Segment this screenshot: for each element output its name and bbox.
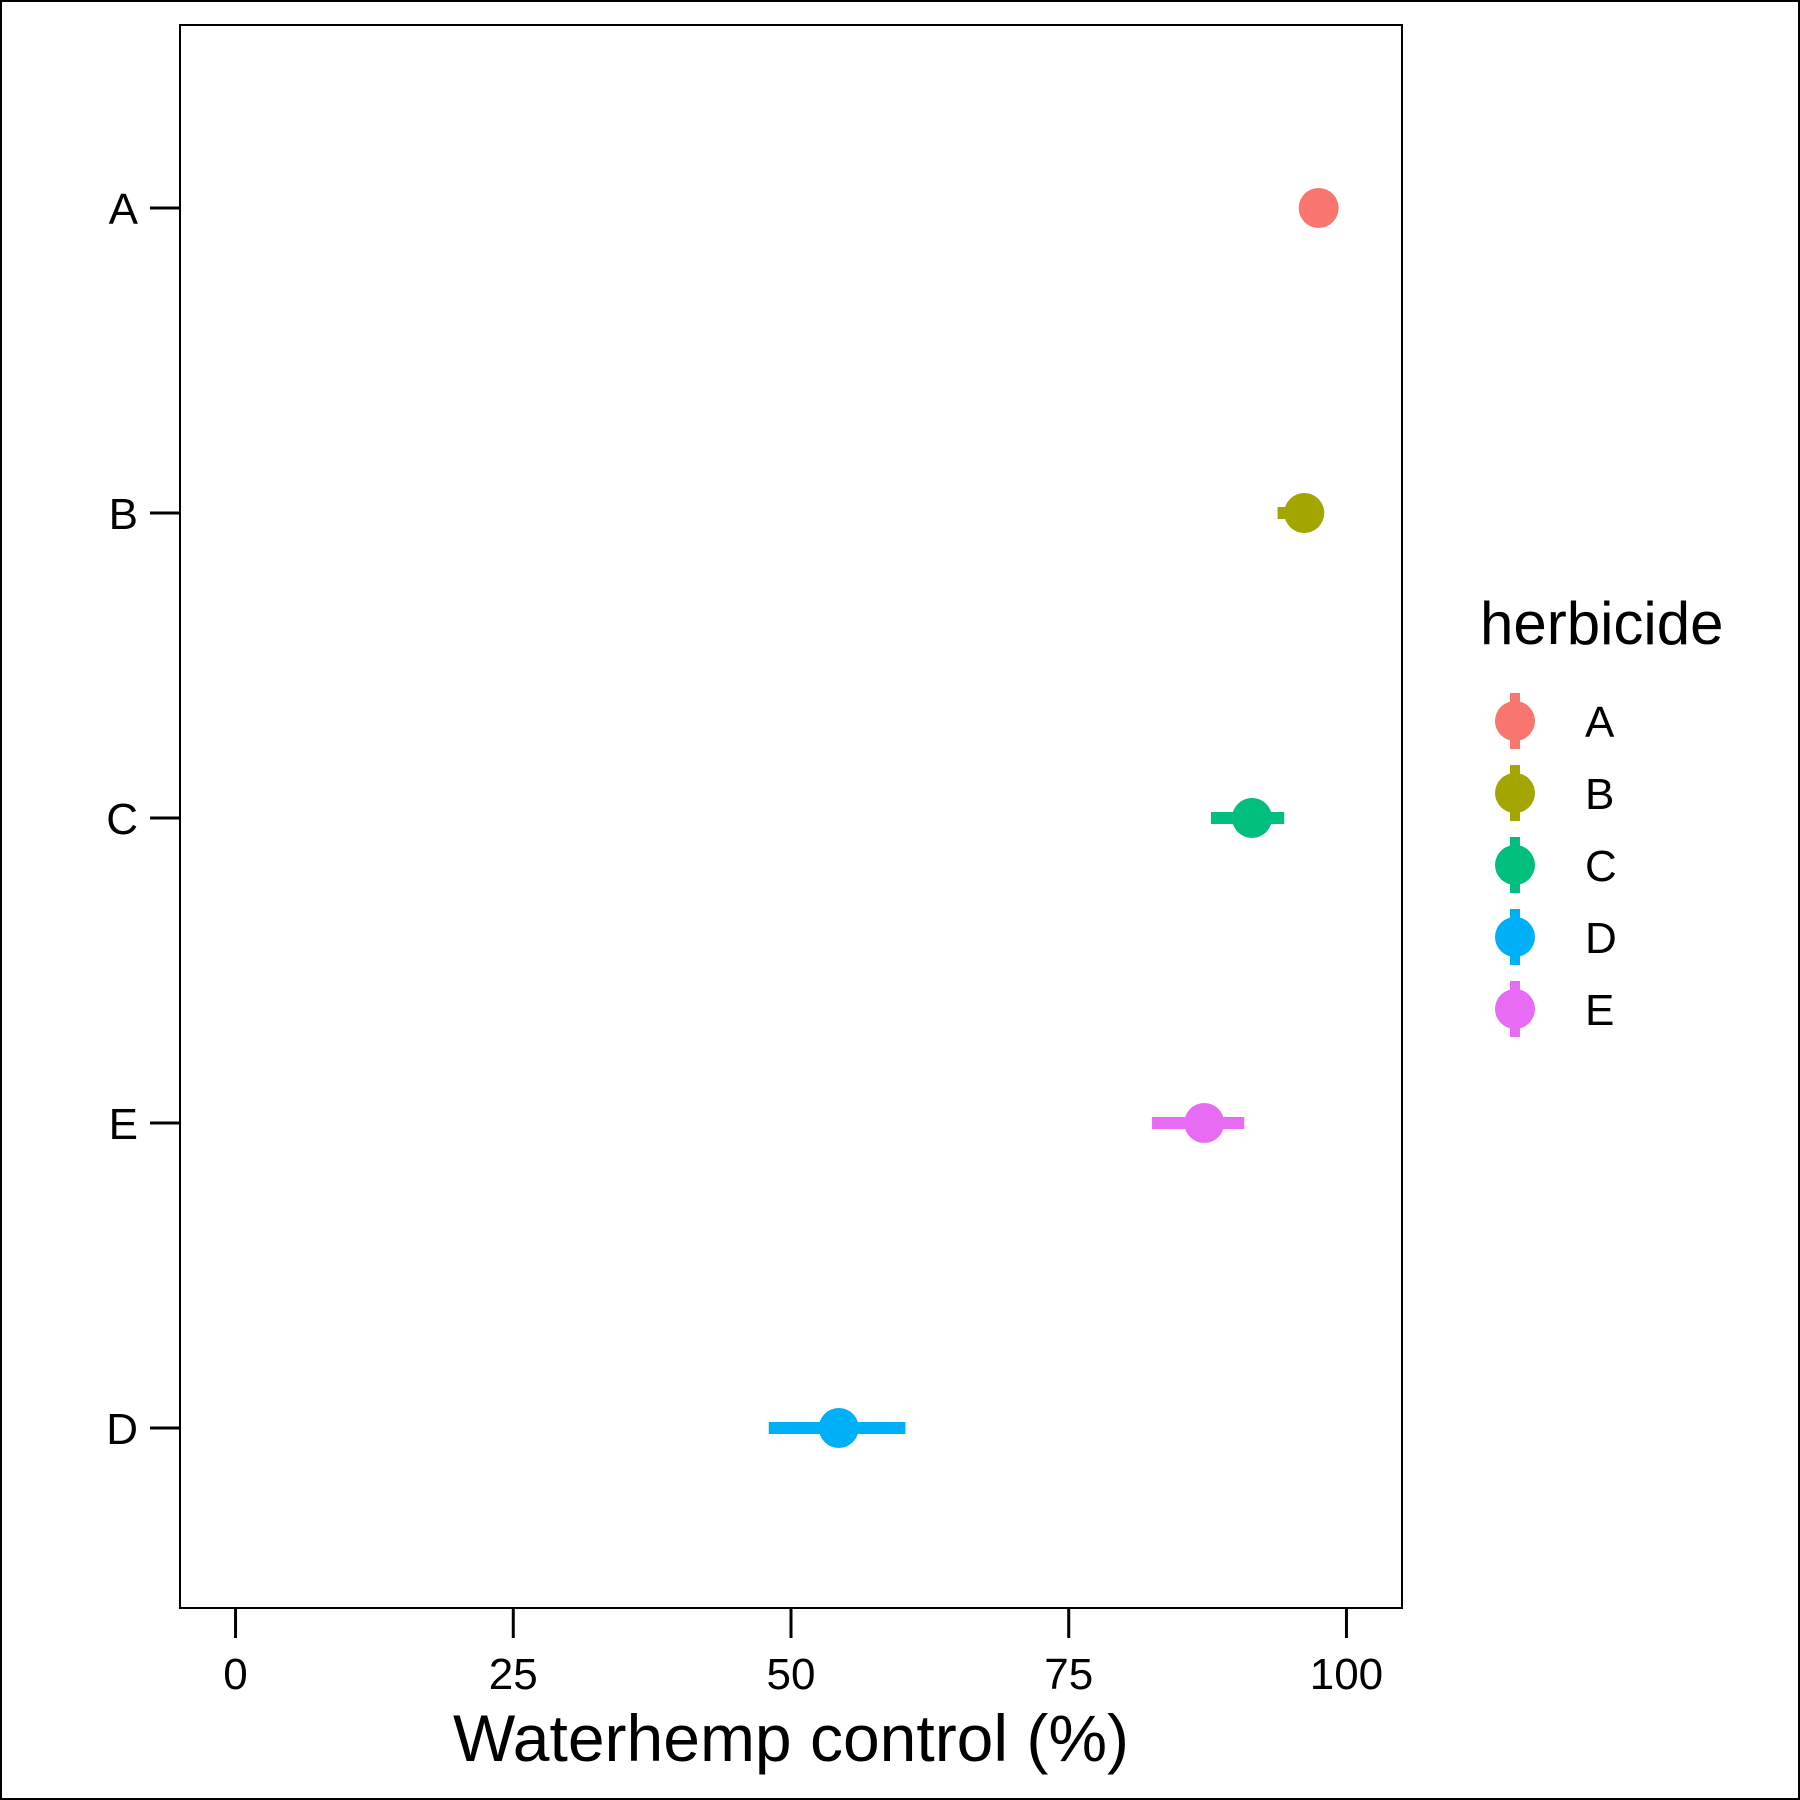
y-tick-label-d: D: [106, 1405, 138, 1454]
x-axis: 0 25 50 75 100: [223, 1608, 1383, 1699]
x-axis-title: Waterhemp control (%): [453, 1701, 1129, 1775]
legend-key-point-e: [1495, 989, 1535, 1029]
legend-label-a: A: [1585, 698, 1615, 747]
point-c: [1232, 798, 1273, 838]
legend-label-e: E: [1585, 986, 1614, 1035]
x-tick-label-50: 50: [767, 1650, 816, 1699]
legend-label-d: D: [1585, 914, 1617, 963]
legend-label-c: C: [1585, 842, 1617, 891]
data-marks: [768, 188, 1339, 1448]
legend-key-point-a: [1495, 701, 1535, 741]
point-d: [818, 1408, 859, 1448]
point-a: [1298, 188, 1339, 228]
legend-title: herbicide: [1480, 590, 1724, 657]
legend-key-point-c: [1495, 845, 1535, 885]
y-axis: A B C E D: [106, 185, 180, 1454]
x-tick-label-25: 25: [489, 1650, 538, 1699]
y-tick-label-c: C: [106, 795, 138, 844]
x-tick-label-100: 100: [1310, 1650, 1383, 1699]
y-tick-label-a: A: [109, 185, 139, 234]
legend-key-point-b: [1495, 773, 1535, 813]
x-tick-label-75: 75: [1044, 1650, 1093, 1699]
x-tick-label-0: 0: [223, 1650, 247, 1699]
legend-key-point-d: [1495, 917, 1535, 957]
legend-label-b: B: [1585, 770, 1614, 819]
point-b: [1284, 493, 1325, 533]
y-tick-label-e: E: [109, 1100, 138, 1149]
point-e: [1184, 1103, 1225, 1143]
y-tick-label-b: B: [109, 490, 138, 539]
